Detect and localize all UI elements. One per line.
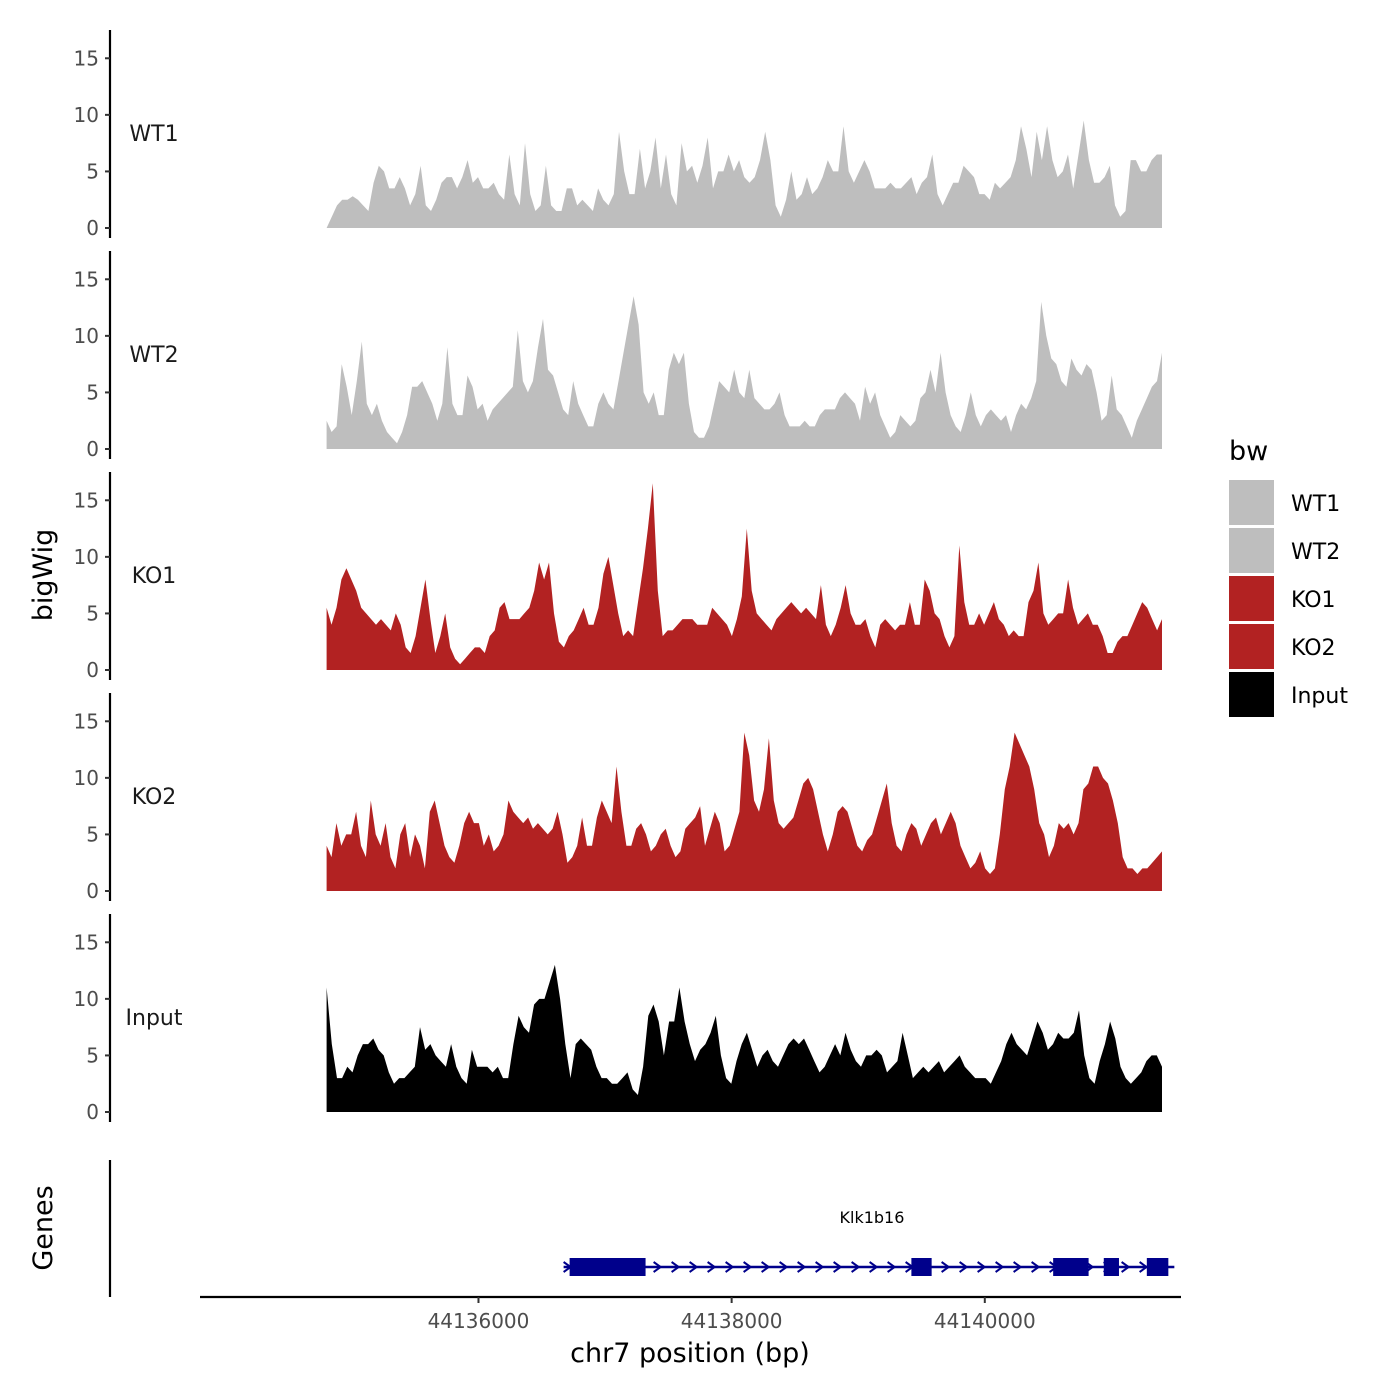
y-tick-label: 5 — [86, 601, 99, 625]
y-tick-label: 15 — [74, 488, 99, 512]
strand-arrow — [815, 1261, 825, 1273]
strand-arrow — [725, 1261, 735, 1273]
y-tick-label: 0 — [86, 879, 99, 903]
y-tick-label: 10 — [74, 103, 99, 127]
legend: bw WT1 WT2 KO1 KO2 Input — [1229, 436, 1348, 717]
strand-arrow — [653, 1261, 663, 1273]
legend-key-wt1 — [1229, 480, 1274, 525]
signal-area-ko1 — [326, 483, 1163, 670]
x-tick-label: 44136000 — [428, 1309, 530, 1333]
genes-axis-title: Genes — [28, 1185, 59, 1270]
gene-exon — [911, 1258, 932, 1276]
x-tick-label: 44140000 — [934, 1309, 1036, 1333]
strand-arrow — [941, 1261, 951, 1273]
y-tick-label: 5 — [86, 380, 99, 404]
legend-key-wt2 — [1229, 528, 1274, 573]
track-wt2: 0 5 10 15 WT2 — [74, 251, 1163, 461]
strand-arrow — [779, 1261, 789, 1273]
strand-arrow — [851, 1261, 861, 1273]
strand-arrow — [671, 1261, 681, 1273]
y-tick-label: 0 — [86, 658, 99, 682]
track-label: WT2 — [129, 343, 178, 368]
strand-arrow — [959, 1261, 969, 1273]
track-label: KO1 — [132, 564, 177, 589]
strand-arrow — [869, 1261, 879, 1273]
gene-exon — [1146, 1258, 1169, 1276]
x-axis: 44136000 44138000 44140000 — [200, 1295, 1181, 1333]
x-axis-title: chr7 position (bp) — [570, 1338, 810, 1369]
strand-arrow — [833, 1261, 843, 1273]
gene-name-label: Klk1b16 — [840, 1208, 905, 1227]
legend-key-input — [1229, 672, 1274, 717]
strand-arrow — [707, 1261, 717, 1273]
gene-exon — [1053, 1258, 1089, 1276]
signal-area-input — [326, 964, 1163, 1112]
legend-label: Input — [1291, 684, 1348, 709]
legend-key-ko1 — [1229, 576, 1274, 621]
strand-arrow — [887, 1261, 897, 1273]
legend-label: KO1 — [1291, 588, 1336, 613]
gene-exon — [1103, 1258, 1119, 1276]
signal-area-ko2 — [326, 732, 1163, 891]
y-tick-label: 5 — [86, 159, 99, 183]
legend-key-ko2 — [1229, 624, 1274, 669]
y-tick-label: 10 — [74, 324, 99, 348]
strand-arrow — [1031, 1261, 1041, 1273]
track-wt1: 0 5 10 15 WT1 — [74, 30, 1163, 240]
gene-exon — [569, 1258, 646, 1276]
y-tick-label: 5 — [86, 1043, 99, 1067]
signal-area-wt2 — [326, 296, 1163, 449]
track-ko2: 0 5 10 15 KO2 — [74, 693, 1163, 903]
track-ko1: 0 5 10 15 KO1 — [74, 472, 1163, 682]
x-tick-label: 44138000 — [681, 1309, 783, 1333]
gene-track: Klk1b16 — [108, 1160, 1175, 1297]
strand-arrow — [689, 1261, 699, 1273]
legend-label: KO2 — [1291, 636, 1336, 661]
strand-arrow — [797, 1261, 807, 1273]
signal-tracks: 0 5 10 15 WT1 0 5 10 15 WT2 0 5 10 15 KO1 0 5 10 15 KO2 0 5 10… — [74, 30, 1163, 1124]
strand-arrow — [1139, 1261, 1149, 1273]
y-tick-label: 10 — [74, 987, 99, 1011]
strand-arrow — [995, 1261, 1005, 1273]
y-tick-label: 15 — [74, 709, 99, 733]
y-tick-label: 15 — [74, 930, 99, 954]
track-label: WT1 — [129, 122, 178, 147]
signal-area-wt1 — [326, 120, 1163, 228]
legend-title: bw — [1229, 436, 1268, 467]
y-tick-label: 0 — [86, 1100, 99, 1124]
y-tick-label: 10 — [74, 545, 99, 569]
y-axis-title: bigWig — [28, 529, 59, 622]
track-label: KO2 — [132, 785, 177, 810]
legend-label: WT1 — [1291, 492, 1340, 517]
y-tick-label: 10 — [74, 766, 99, 790]
legend-label: WT2 — [1291, 540, 1340, 565]
strand-arrow — [1013, 1261, 1023, 1273]
strand-arrow — [743, 1261, 753, 1273]
track-input: 0 5 10 15 Input — [74, 914, 1163, 1124]
y-tick-label: 5 — [86, 822, 99, 846]
strand-arrow — [761, 1261, 771, 1273]
y-tick-label: 15 — [74, 46, 99, 70]
y-tick-label: 15 — [74, 267, 99, 291]
strand-arrow — [977, 1261, 987, 1273]
y-tick-label: 0 — [86, 216, 99, 240]
strand-arrow — [1121, 1261, 1131, 1273]
track-label: Input — [126, 1006, 183, 1031]
y-tick-label: 0 — [86, 437, 99, 461]
